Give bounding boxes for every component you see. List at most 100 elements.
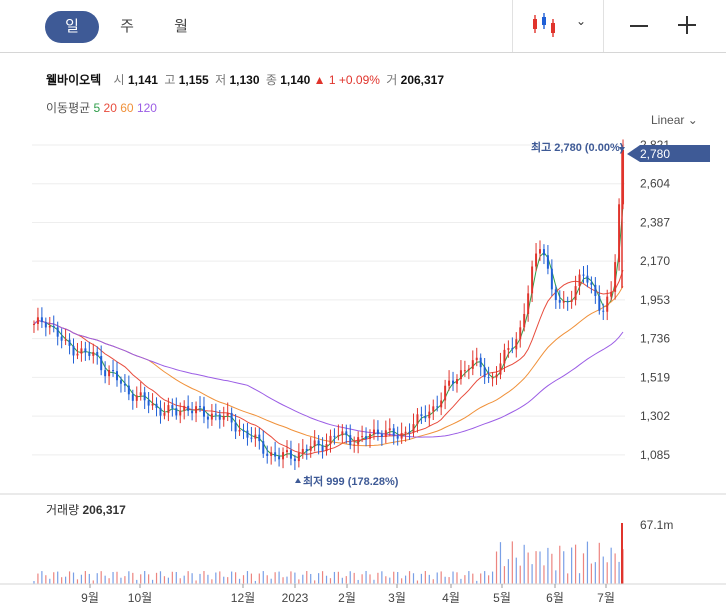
volume-bar (393, 571, 395, 584)
tab-weekly[interactable]: 주 (120, 18, 134, 35)
candle-body (436, 406, 439, 408)
candle-body (100, 355, 103, 371)
y-tick-label: 2,170 (640, 254, 670, 268)
close-value: 1,140 (280, 73, 311, 87)
candle-body (511, 348, 514, 350)
chevron-down-icon[interactable]: ⌄ (576, 14, 587, 28)
volume-bar (341, 577, 343, 584)
volume-bar (258, 573, 260, 584)
volume-bar (543, 565, 545, 584)
candle-body (147, 400, 150, 406)
candlestick-type-icon[interactable] (531, 13, 557, 39)
zoom-in-icon[interactable] (678, 16, 696, 34)
volume-bar (49, 578, 51, 584)
candle-body (408, 431, 411, 433)
volume-bar (302, 574, 304, 584)
price-info: 웰바이오텍 시 1,141 고 1,155 저 1,130 종 1,140 ▲ … (46, 71, 444, 88)
candle-body (143, 392, 146, 401)
candle-body (400, 432, 403, 439)
volume-bar (318, 573, 320, 584)
volume-bar (234, 572, 237, 584)
volume-bar (357, 579, 359, 584)
volume-label: 거 (386, 73, 398, 87)
volume-bar (397, 572, 399, 584)
candle-body (590, 282, 593, 285)
candle-body (262, 441, 265, 454)
volume-bar (515, 557, 517, 584)
volume-bar (555, 570, 557, 584)
change-value: 1 (328, 73, 336, 87)
y-tick-label: 1,519 (640, 370, 670, 384)
volume-bar (353, 572, 355, 584)
volume-bar (373, 579, 375, 584)
candle-body (250, 437, 253, 439)
scale-toggle[interactable]: Linear ⌄ (651, 113, 698, 127)
volume-bar (80, 574, 83, 584)
volume-bar (120, 577, 122, 584)
candle-body (84, 348, 87, 353)
volume-bar (444, 576, 446, 584)
candle-body (171, 405, 174, 409)
candle-body (392, 428, 395, 436)
candle-body (523, 313, 526, 328)
y-tick-label: 2,387 (640, 215, 670, 229)
volume-max-tick: 67.1m (640, 518, 673, 532)
candle-body (36, 317, 39, 325)
candle-body (72, 345, 75, 356)
volume-bar (155, 572, 158, 584)
candle-body (301, 448, 304, 453)
volume-bar (223, 576, 225, 584)
candle-body (467, 368, 470, 371)
candle-body (48, 325, 51, 328)
candle-body (115, 371, 118, 381)
volume-bar (57, 571, 59, 584)
candle-body (60, 336, 63, 341)
tab-daily[interactable]: 일 (45, 11, 99, 43)
volume-bar (100, 571, 102, 584)
volume-bar (606, 562, 608, 584)
moving-average-legend: 이동평균 5 20 60 120 (46, 99, 157, 116)
candle-body (542, 249, 545, 256)
volume-bar (203, 571, 205, 584)
candle-body (448, 380, 451, 386)
volume-bar (507, 559, 509, 584)
candle-body (365, 436, 368, 439)
volume-bar (108, 578, 110, 584)
candle-body (64, 339, 67, 341)
scale-label: Linear (651, 113, 685, 127)
candle-body (68, 339, 71, 346)
volume-bar (171, 571, 173, 584)
volume-bar (92, 580, 94, 584)
candle-body (325, 444, 328, 452)
y-tick-label: 2,604 (640, 177, 670, 191)
zoom-out-icon[interactable] (630, 25, 648, 27)
y-axis: 2,8212,6042,3872,1701,9531,7361,5191,302… (640, 138, 670, 462)
candle-body (483, 367, 486, 378)
volume-bar (563, 551, 565, 584)
volume-bar (590, 563, 592, 584)
volume-bar (211, 579, 213, 584)
low-value: 1,130 (229, 73, 260, 87)
candle-body (416, 414, 419, 425)
candle-body (384, 430, 387, 438)
volume-bar (41, 571, 43, 584)
volume-bar (187, 571, 189, 584)
volume-bar (33, 581, 35, 584)
candle-body (238, 430, 241, 432)
volume-bar (349, 571, 351, 584)
volume-bar (621, 523, 623, 584)
candle-body (507, 348, 510, 350)
close-label: 종 (265, 73, 277, 87)
volume-bar (618, 561, 620, 584)
candle-body (199, 406, 202, 408)
volume-bar (84, 571, 86, 584)
candle-body (452, 380, 455, 384)
volume-bars (0, 493, 726, 585)
volume-bar (598, 542, 600, 584)
volume-bar (37, 573, 39, 584)
moving-average-line (33, 269, 624, 455)
candle-body (270, 452, 273, 456)
volume-bar (294, 572, 296, 584)
tab-monthly[interactable]: 월 (174, 18, 188, 35)
